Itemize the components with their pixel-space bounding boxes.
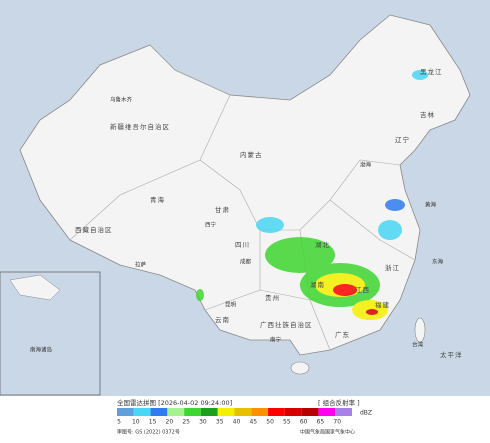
region-label: 云南	[215, 315, 230, 324]
radar-echoes	[196, 70, 428, 320]
unit-label: dBZ	[360, 410, 372, 417]
legend-swatch	[184, 408, 201, 416]
legend-label: 15	[149, 419, 157, 426]
legend-swatch	[335, 408, 352, 416]
region-label: 西藏自治区	[75, 225, 113, 234]
city-label: 成都	[240, 258, 252, 266]
region-label: 福建	[375, 300, 390, 309]
region-label: 黑龙江	[420, 67, 443, 76]
region-label: 内蒙古	[240, 150, 263, 159]
city-label: 台湾	[412, 341, 424, 349]
city-label: 乌鲁木齐	[110, 96, 133, 104]
hainan-outline	[290, 361, 310, 375]
legend-label: 20	[166, 419, 174, 426]
legend-swatch	[150, 408, 168, 416]
legend-label: 40	[233, 419, 241, 426]
region-label: 广东	[335, 330, 350, 339]
legend-label: 30	[199, 419, 207, 426]
city-label: 拉萨	[135, 261, 147, 269]
legend-swatch	[117, 408, 134, 416]
region-label: 江西	[355, 286, 370, 294]
legend-title: 全国雷达拼图 [2026-04-02 09:24:00]	[117, 398, 232, 407]
province-borders	[69, 44, 416, 351]
region-label: 湖南	[310, 280, 325, 289]
sea-label: 渤海	[360, 161, 372, 169]
region-label: 浙江	[385, 263, 400, 272]
legend-label: 50	[266, 419, 274, 426]
region-label: 新疆维吾尔自治区	[110, 122, 170, 131]
region-label: 湖北	[315, 240, 330, 249]
city-label: 南宁	[270, 336, 282, 344]
region-label: 吉林	[420, 110, 435, 119]
region-label: 贵州	[265, 293, 280, 302]
sea-label: 太平洋	[440, 350, 463, 359]
legend-swatch	[251, 408, 269, 416]
legend-label: 35	[216, 419, 224, 426]
legend-swatch	[268, 408, 285, 416]
legend-swatch	[167, 408, 185, 416]
color-legend: 5 10 15 20 25 30 35 40 45 50 55 60 65 70	[117, 408, 352, 426]
product-name: [ 组合反射率 ]	[318, 398, 360, 407]
legend-label: 45	[249, 419, 257, 426]
sea-label: 东海	[432, 258, 444, 266]
legend-label: 25	[182, 419, 190, 426]
legend-swatch	[133, 408, 151, 416]
legend-swatch	[200, 408, 218, 416]
city-label: 西宁	[205, 221, 217, 229]
city-label: 昆明	[225, 302, 237, 309]
approval-number: 审图号: GS (2022) 0372号	[117, 429, 180, 436]
region-label: 四川	[235, 241, 250, 249]
legend-swatch	[301, 408, 319, 416]
legend-swatch	[284, 408, 302, 416]
legend-label: 5	[117, 419, 121, 426]
legend-swatch	[318, 408, 336, 416]
legend-label: 10	[132, 419, 140, 426]
inset-land	[9, 274, 61, 301]
legend-panel	[0, 396, 490, 439]
labels: 新疆维吾尔自治区 西藏自治区 青海 内蒙古 黑龙江 吉林 辽宁 甘肃 四川 云南…	[30, 67, 463, 359]
legend-label: 55	[283, 419, 291, 426]
region-label: 辽宁	[395, 135, 410, 144]
taiwan-outline	[414, 317, 426, 343]
legend-label: 60	[300, 419, 308, 426]
credit: 中国气象局国家气象中心	[300, 429, 355, 436]
sea-label: 黄海	[425, 201, 437, 209]
legend-label: 65	[317, 419, 325, 426]
legend-swatch	[234, 408, 252, 416]
legend-label: 70	[333, 419, 341, 426]
region-label: 甘肃	[215, 205, 230, 214]
sea-label: 南海诸岛	[30, 346, 53, 354]
legend-swatch	[217, 408, 235, 416]
region-label: 青海	[150, 195, 165, 204]
region-label: 广西壮族自治区	[260, 320, 313, 329]
